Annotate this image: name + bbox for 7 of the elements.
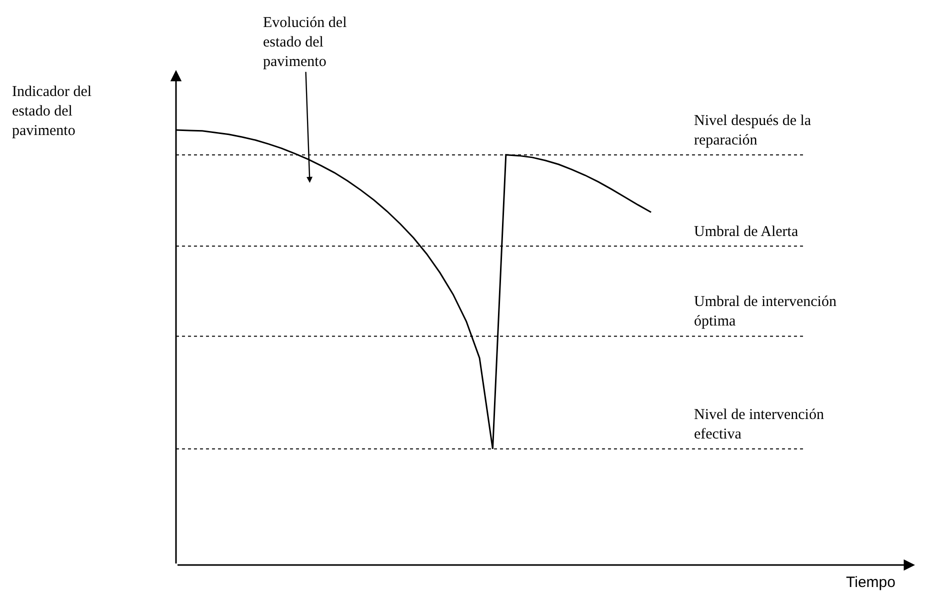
- ref-line-label: Umbral de Alerta: [694, 224, 798, 240]
- ref-line-label: Nivel después de la reparación: [694, 113, 812, 148]
- text: Evolución del estado del pavimento: [263, 15, 347, 70]
- x-axis-title: Tiempo: [846, 574, 896, 591]
- ref-line-label: Nivel de intervención efectiva: [694, 407, 824, 442]
- text: Indicador del estado del pavimento: [12, 84, 92, 139]
- ref-line-label: Umbral de intervención óptima: [694, 294, 837, 330]
